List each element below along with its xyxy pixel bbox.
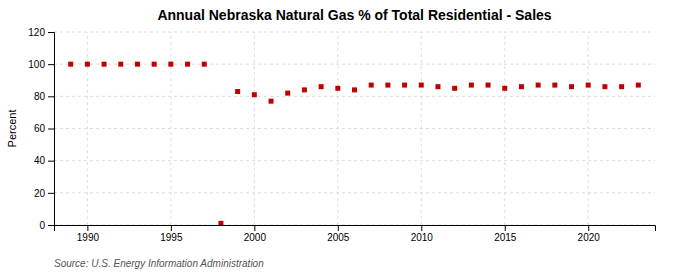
grid-line <box>54 64 655 65</box>
grid-line <box>54 96 655 97</box>
tick: 120 <box>28 27 54 38</box>
tick-label: 0 <box>39 220 45 231</box>
tick-mark <box>588 225 589 231</box>
point <box>68 62 73 67</box>
point <box>269 99 274 104</box>
point <box>102 62 107 67</box>
tick-mark <box>48 161 54 162</box>
point <box>452 86 457 91</box>
point <box>385 83 390 88</box>
grid-line <box>54 160 655 161</box>
point <box>118 62 123 67</box>
point <box>168 62 173 67</box>
tick-mark <box>338 225 339 231</box>
point <box>335 86 340 91</box>
tick-label: 80 <box>34 91 46 102</box>
tick-label: 1995 <box>160 232 183 243</box>
tick: 1995 <box>160 225 183 243</box>
tick: 100 <box>28 59 54 70</box>
tick-mark <box>48 32 54 33</box>
point <box>435 84 440 89</box>
tick-label: 120 <box>28 27 45 38</box>
point <box>185 62 190 67</box>
tick-label: 2010 <box>411 232 434 243</box>
chart: 1990 1995 2000 2005 2010 2015 2020 0 20 40 60 80 100… <box>0 0 675 275</box>
point <box>502 86 507 91</box>
tick-label: 60 <box>34 123 46 134</box>
point <box>352 87 357 92</box>
point <box>218 221 223 225</box>
point <box>285 91 290 96</box>
axis-line <box>55 226 656 232</box>
tick-label: 40 <box>34 155 46 166</box>
source-note: Source: U.S. Energy Information Administ… <box>54 258 264 269</box>
tick-mark <box>48 225 54 226</box>
point <box>252 92 257 97</box>
tick-label: 100 <box>28 59 45 70</box>
tick-mark <box>48 193 54 194</box>
y-axis-title: Percent <box>6 110 18 148</box>
point <box>202 62 207 67</box>
tick: 40 <box>34 155 54 166</box>
point <box>536 83 541 88</box>
point <box>319 84 324 89</box>
tick: 2000 <box>244 225 267 243</box>
tick: 0 <box>39 220 54 231</box>
point <box>469 83 474 88</box>
tick-mark <box>87 225 88 231</box>
grid <box>54 32 655 225</box>
grid-line <box>54 32 655 33</box>
grid-line <box>54 128 655 129</box>
tick-mark <box>171 225 172 231</box>
point <box>619 84 624 89</box>
point <box>302 87 307 92</box>
plot-area <box>68 62 641 225</box>
grid-line <box>54 192 655 193</box>
tick-mark <box>254 225 255 231</box>
tick: 80 <box>34 91 54 102</box>
y-axis: 0 20 40 60 80 100 120 <box>28 27 54 231</box>
tick-mark <box>48 64 54 65</box>
tick-label: 1990 <box>77 232 100 243</box>
tick-label: 2020 <box>578 232 601 243</box>
x-axis: 1990 1995 2000 2005 2010 2015 2020 <box>55 225 656 243</box>
title: Annual Nebraska Natural Gas % of Total R… <box>157 7 551 23</box>
point <box>486 83 491 88</box>
tick: 2015 <box>494 225 517 243</box>
point <box>636 83 641 88</box>
tick: 1990 <box>77 225 100 243</box>
tick-label: 2000 <box>244 232 267 243</box>
point <box>85 62 90 67</box>
point <box>402 83 407 88</box>
point <box>569 84 574 89</box>
tick-mark <box>421 225 422 231</box>
point <box>552 83 557 88</box>
tick-label: 2015 <box>494 232 517 243</box>
tick: 20 <box>34 188 54 199</box>
point <box>519 84 524 89</box>
tick-mark <box>48 129 54 130</box>
grid-line <box>87 32 88 225</box>
tick: 2020 <box>578 225 601 243</box>
tick: 2010 <box>411 225 434 243</box>
tick-label: 2005 <box>327 232 350 243</box>
tick: 60 <box>34 123 54 134</box>
point <box>135 62 140 67</box>
point <box>602 84 607 89</box>
point <box>586 83 591 88</box>
point <box>235 89 240 94</box>
tick-mark <box>48 96 54 97</box>
axis-line <box>48 33 55 226</box>
tick-label: 20 <box>34 188 46 199</box>
point <box>419 83 424 88</box>
point <box>152 62 157 67</box>
point <box>369 83 374 88</box>
tick-mark <box>505 225 506 231</box>
tick: 2005 <box>327 225 350 243</box>
